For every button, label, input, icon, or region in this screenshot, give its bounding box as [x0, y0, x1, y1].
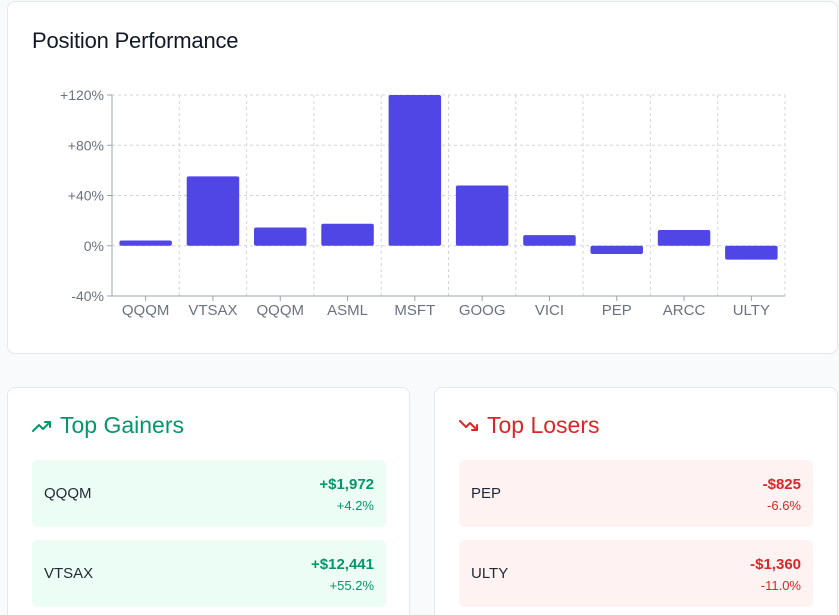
y-tick-label: +40% [68, 188, 104, 204]
loser-row[interactable]: PEP -$825 -6.6% [459, 460, 813, 527]
gainer-symbol: VTSAX [44, 565, 94, 582]
loser-symbol: PEP [471, 485, 502, 502]
x-tick-label: ULTY [733, 302, 770, 319]
bar [455, 185, 509, 246]
x-tick-label: MSFT [394, 302, 435, 319]
bar [725, 245, 778, 260]
gainer-amount: +$12,441 [311, 556, 374, 573]
top-gainers-heading: Top Gainers [32, 412, 184, 439]
loser-percent: -11.0% [760, 578, 801, 593]
bar [119, 240, 172, 246]
x-tick-label: VICI [535, 302, 564, 319]
loser-row[interactable]: ULTY -$1,360 -11.0% [459, 540, 813, 607]
bar [254, 227, 307, 246]
trending-up-icon [32, 420, 51, 432]
bar [321, 223, 374, 246]
y-tick-label: +80% [68, 137, 104, 153]
bar [657, 230, 711, 246]
y-tick-label: -40% [71, 288, 104, 304]
loser-amount: -$1,360 [750, 556, 801, 573]
y-tick-label: +120% [60, 87, 104, 103]
gainer-amount: +$1,972 [319, 476, 374, 493]
x-tick-label: ASML [327, 302, 368, 319]
top-losers-title: Top Losers [487, 412, 600, 438]
position-performance-card: Position Performance -40% 0% +40% +80% +120%… [7, 1, 838, 354]
gainer-row[interactable]: VTSAX +$12,441 +55.2% [32, 540, 386, 607]
gainer-row[interactable]: QQQM +$1,972 +4.2% [32, 460, 386, 527]
x-tick-label: VTSAX [188, 302, 237, 319]
performance-title: Position Performance [32, 28, 239, 53]
bar [186, 176, 240, 246]
trending-down-icon [459, 419, 478, 431]
bar [590, 245, 643, 255]
top-losers-heading: Top Losers [459, 412, 600, 439]
gainer-symbol: QQQM [44, 485, 92, 502]
bar [388, 95, 442, 246]
gainer-percent: +4.2% [336, 498, 374, 513]
x-tick-label: QQQM [257, 302, 305, 319]
y-tick-label: 0% [84, 238, 104, 254]
top-gainers-title: Top Gainers [60, 412, 185, 438]
gainer-percent: +55.2% [329, 578, 374, 593]
x-tick-label: GOOG [459, 302, 506, 319]
loser-percent: -6.6% [767, 498, 801, 513]
loser-symbol: ULTY [471, 565, 509, 582]
x-tick-label: PEP [602, 302, 632, 319]
loser-amount: -$825 [762, 476, 801, 493]
x-tick-label: QQQM [122, 302, 170, 319]
top-gainers-card: Top Gainers QQQM +$1,972 +4.2% VTSAX +$1… [7, 387, 410, 615]
x-tick-label: ARCC [663, 302, 706, 319]
bar [523, 235, 576, 246]
top-losers-card: Top Losers PEP -$825 -6.6% ULTY -$1,360 … [434, 387, 838, 615]
performance-chart: -40% 0% +40% +80% +120% QQQM VTSAX QQQM ASML MSFT… [60, 87, 786, 319]
